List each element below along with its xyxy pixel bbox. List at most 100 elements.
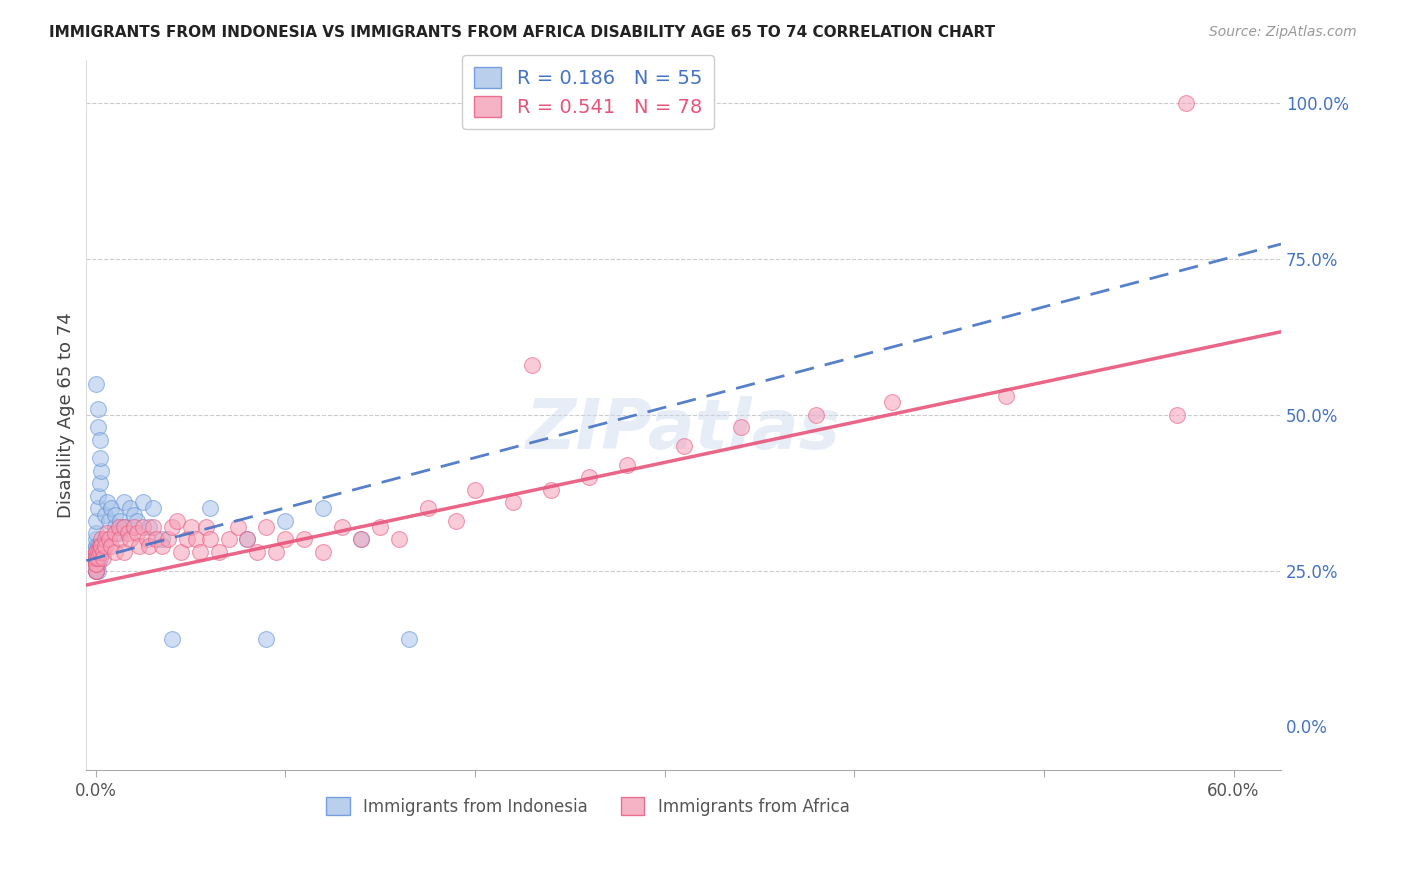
- Point: [89, 476, 111, 491]
- Point: [388, 533, 411, 547]
- Point: [104, 508, 127, 522]
- Point: [84, 545, 107, 559]
- Point: [350, 533, 373, 547]
- Point: [86, 501, 108, 516]
- Point: [806, 408, 828, 422]
- Point: [464, 483, 486, 497]
- Point: [226, 520, 249, 534]
- Point: [86, 489, 108, 503]
- Point: [89, 551, 111, 566]
- Point: [236, 533, 259, 547]
- Point: [208, 545, 231, 559]
- Point: [86, 564, 108, 578]
- Point: [166, 514, 188, 528]
- Point: [246, 545, 269, 559]
- Point: [84, 558, 107, 572]
- Point: [84, 376, 107, 391]
- Point: [89, 451, 111, 466]
- Point: [89, 545, 111, 559]
- Point: [89, 539, 111, 553]
- Point: [84, 564, 107, 578]
- Point: [145, 533, 167, 547]
- Point: [84, 551, 107, 566]
- Point: [218, 533, 240, 547]
- Point: [194, 520, 217, 534]
- Point: [84, 558, 107, 572]
- Point: [84, 564, 107, 578]
- Point: [186, 533, 208, 547]
- Point: [84, 558, 107, 572]
- Point: [107, 526, 129, 541]
- Point: [84, 545, 107, 559]
- Point: [86, 420, 108, 434]
- Point: [170, 545, 193, 559]
- Point: [136, 533, 159, 547]
- Point: [94, 508, 117, 522]
- Point: [86, 545, 108, 559]
- Point: [98, 533, 121, 547]
- Point: [96, 495, 118, 509]
- Point: [94, 533, 117, 547]
- Text: Source: ZipAtlas.com: Source: ZipAtlas.com: [1209, 25, 1357, 39]
- Point: [86, 401, 108, 416]
- Point: [122, 508, 145, 522]
- Point: [578, 470, 600, 484]
- Point: [84, 533, 107, 547]
- Point: [93, 551, 115, 566]
- Text: IMMIGRANTS FROM INDONESIA VS IMMIGRANTS FROM AFRICA DISABILITY AGE 65 TO 74 CORR: IMMIGRANTS FROM INDONESIA VS IMMIGRANTS …: [49, 25, 995, 40]
- Point: [132, 520, 155, 534]
- Point: [882, 395, 904, 409]
- Point: [122, 520, 145, 534]
- Point: [138, 539, 160, 553]
- Point: [84, 551, 107, 566]
- Point: [540, 483, 562, 497]
- Y-axis label: Disability Age 65 to 74: Disability Age 65 to 74: [58, 312, 75, 517]
- Point: [110, 533, 132, 547]
- Point: [100, 501, 122, 516]
- Point: [156, 533, 179, 547]
- Point: [84, 539, 107, 553]
- Point: [416, 501, 439, 516]
- Point: [150, 533, 173, 547]
- Point: [368, 520, 391, 534]
- Point: [330, 520, 353, 534]
- Point: [84, 564, 107, 578]
- Point: [86, 539, 108, 553]
- Legend: Immigrants from Indonesia, Immigrants from Africa: Immigrants from Indonesia, Immigrants fr…: [316, 787, 859, 826]
- Point: [398, 632, 420, 647]
- Point: [180, 520, 202, 534]
- Point: [138, 520, 160, 534]
- Point: [89, 545, 111, 559]
- Point: [995, 389, 1018, 403]
- Point: [84, 514, 107, 528]
- Point: [112, 495, 135, 509]
- Point: [198, 501, 221, 516]
- Point: [84, 551, 107, 566]
- Point: [104, 526, 127, 541]
- Point: [112, 520, 135, 534]
- Point: [444, 514, 467, 528]
- Point: [236, 533, 259, 547]
- Point: [132, 495, 155, 509]
- Point: [312, 501, 335, 516]
- Point: [84, 551, 107, 566]
- Point: [256, 520, 278, 534]
- Point: [176, 533, 198, 547]
- Point: [616, 458, 638, 472]
- Point: [84, 551, 107, 566]
- Point: [112, 520, 135, 534]
- Point: [520, 358, 543, 372]
- Point: [160, 520, 183, 534]
- Point: [274, 514, 297, 528]
- Point: [84, 526, 107, 541]
- Point: [264, 545, 287, 559]
- Point: [84, 545, 107, 559]
- Point: [160, 632, 183, 647]
- Point: [84, 539, 107, 553]
- Point: [86, 551, 108, 566]
- Point: [274, 533, 297, 547]
- Point: [142, 501, 165, 516]
- Point: [1166, 408, 1188, 422]
- Point: [94, 539, 117, 553]
- Point: [90, 539, 112, 553]
